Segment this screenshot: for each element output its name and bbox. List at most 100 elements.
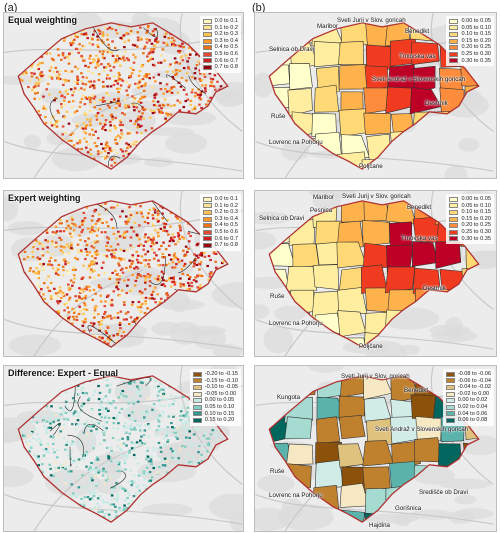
raster-cell	[148, 198, 151, 200]
raster-cell	[166, 124, 170, 127]
raster-cell	[180, 55, 184, 58]
raster-cell	[168, 278, 171, 281]
legend-label: 0.05 to 0.10	[461, 202, 491, 209]
raster-cell	[91, 225, 94, 228]
raster-cell	[91, 84, 95, 87]
raster-cell	[38, 242, 42, 245]
raster-cell	[130, 262, 134, 265]
raster-cell	[225, 459, 228, 462]
raster-cell	[125, 291, 128, 295]
raster-cell	[148, 284, 152, 287]
raster-cell	[85, 244, 89, 247]
raster-cell	[167, 374, 170, 376]
raster-cell	[15, 495, 18, 497]
raster-cell	[213, 434, 217, 437]
raster-cell	[109, 124, 112, 127]
raster-cell	[210, 81, 213, 84]
raster-cell	[122, 171, 125, 173]
raster-cell	[160, 344, 164, 347]
raster-cell	[129, 31, 133, 35]
raster-cell	[152, 47, 156, 51]
raster-cell	[105, 427, 108, 430]
raster-cell	[173, 283, 177, 286]
raster-cell	[148, 208, 152, 212]
raster-cell	[130, 483, 133, 487]
raster-cell	[67, 298, 71, 301]
raster-cell	[59, 524, 62, 526]
raster-cell	[163, 464, 167, 467]
raster-cell	[145, 485, 148, 488]
raster-cell	[85, 76, 88, 79]
raster-cell	[164, 222, 168, 226]
raster-cell	[102, 467, 105, 470]
raster-cell	[161, 229, 165, 232]
raster-cell	[110, 158, 114, 161]
raster-cell	[225, 464, 228, 467]
raster-cell	[195, 22, 198, 24]
raster-cell	[163, 35, 167, 38]
raster-cell	[73, 80, 76, 84]
raster-cell	[33, 292, 36, 296]
raster-cell	[106, 384, 109, 387]
raster-cell	[40, 288, 43, 291]
raster-cell	[162, 411, 165, 415]
raster-cell	[153, 277, 157, 280]
raster-cell	[172, 44, 175, 47]
raster-cell	[43, 214, 47, 217]
raster-cell	[181, 211, 185, 214]
place-label: Trnovska vas	[399, 53, 436, 60]
raster-cell	[116, 497, 120, 500]
raster-cell	[179, 410, 183, 413]
municipality	[287, 88, 313, 117]
raster-cell	[42, 501, 45, 504]
raster-cell	[64, 448, 67, 451]
raster-cell	[165, 119, 168, 122]
raster-cell	[82, 514, 86, 517]
raster-cell	[204, 90, 207, 93]
legend-item: 0.3 to 0.4	[202, 216, 238, 223]
raster-cell	[95, 197, 98, 199]
raster-cell	[157, 229, 160, 232]
raster-cell	[124, 468, 127, 471]
raster-cell	[18, 301, 21, 304]
relief-patch	[120, 109, 156, 132]
legend-item: 0.2 to 0.3	[202, 31, 238, 38]
raster-cell	[103, 150, 107, 153]
raster-cell	[105, 349, 108, 351]
raster-cell	[110, 498, 113, 501]
raster-cell	[186, 288, 189, 291]
raster-cell	[101, 474, 105, 477]
raster-cell	[174, 350, 177, 352]
place-label: Pesnica	[310, 207, 333, 214]
raster-cell	[102, 69, 106, 72]
raster-cell	[202, 493, 205, 496]
raster-cell	[152, 34, 156, 37]
raster-cell	[84, 248, 88, 251]
raster-cell	[204, 295, 207, 298]
raster-cell	[176, 258, 180, 261]
raster-cell	[35, 491, 39, 494]
raster-cell	[51, 380, 55, 383]
raster-cell	[64, 482, 67, 485]
raster-cell	[36, 390, 40, 393]
raster-cell	[96, 497, 100, 500]
raster-cell	[55, 314, 59, 317]
raster-cell	[130, 447, 134, 450]
raster-cell	[92, 322, 96, 325]
raster-cell	[30, 109, 33, 112]
raster-cell	[180, 235, 184, 238]
raster-cell	[147, 236, 150, 239]
raster-cell	[43, 138, 46, 141]
legend-label: 0.1 to 0.2	[214, 202, 238, 209]
raster-cell	[25, 518, 28, 521]
raster-cell	[211, 429, 215, 432]
raster-cell	[189, 497, 193, 500]
raster-cell	[92, 445, 95, 448]
raster-cell	[148, 470, 152, 474]
raster-cell	[132, 163, 136, 167]
raster-cell	[172, 313, 175, 316]
raster-cell	[154, 137, 158, 140]
raster-cell	[132, 105, 136, 109]
raster-cell	[138, 238, 141, 241]
raster-cell	[85, 450, 88, 454]
